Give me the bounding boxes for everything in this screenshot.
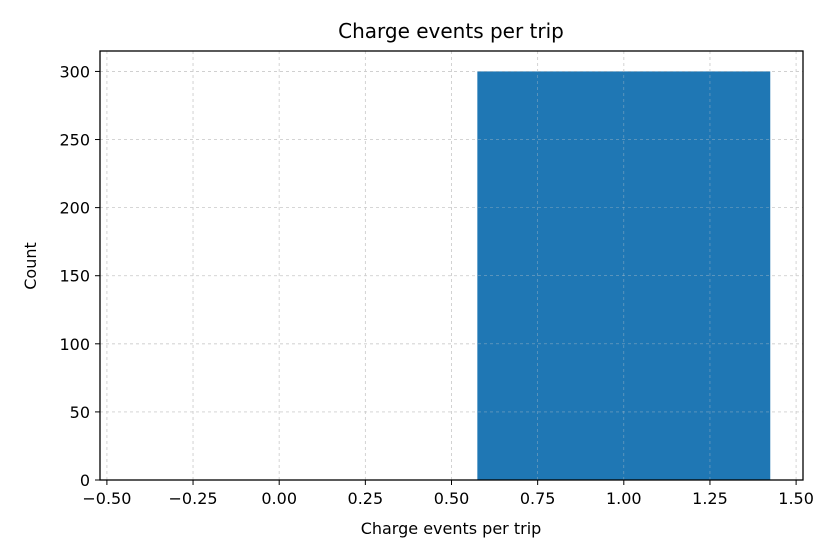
x-tick-label: 1.00 (606, 489, 642, 508)
x-tick-label: −0.25 (169, 489, 218, 508)
x-tick-label: 1.50 (778, 489, 814, 508)
x-axis-label: Charge events per trip (361, 519, 542, 538)
y-tick-label: 250 (59, 131, 90, 150)
bars-layer (100, 51, 803, 481)
y-tick-label: 0 (80, 471, 90, 490)
x-tick-label: 0.00 (261, 489, 297, 508)
y-tick-label: 300 (59, 62, 90, 81)
y-axis-label: Count (21, 242, 40, 290)
y-tick-label: 50 (70, 403, 90, 422)
chart-title: Charge events per trip (338, 19, 564, 43)
y-tick-label: 200 (59, 199, 90, 218)
x-tick-label: −0.50 (82, 489, 131, 508)
ticks-layer: −0.50 −0.25 0.00 0.25 0.50 0.75 1.00 1.25 1.50 0 5… (59, 62, 813, 508)
x-tick-label: 0.75 (520, 489, 556, 508)
x-tick-label: 1.25 (692, 489, 728, 508)
y-tick-label: 150 (59, 267, 90, 286)
x-tick-label: 0.25 (348, 489, 384, 508)
y-tick-label: 100 (59, 335, 90, 354)
x-tick-label: 0.50 (434, 489, 470, 508)
